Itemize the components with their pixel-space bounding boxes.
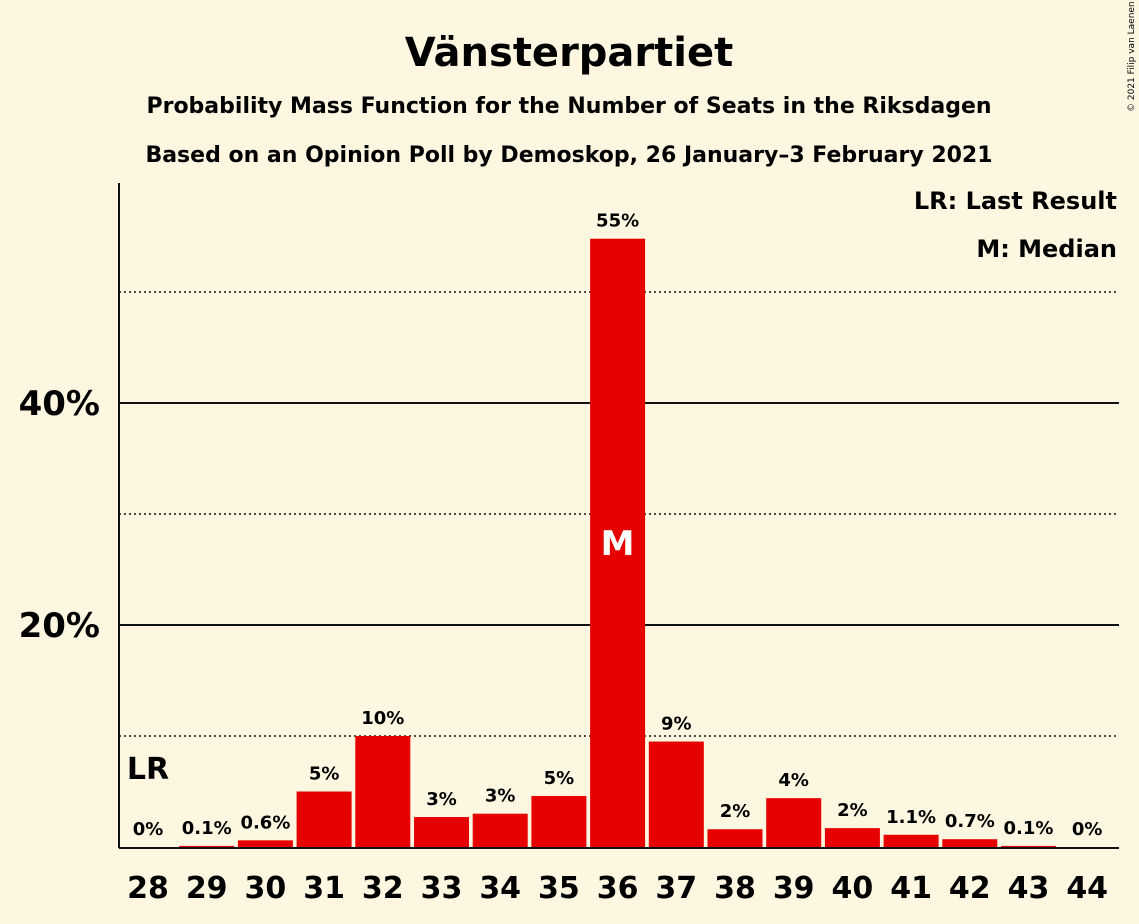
chart-title: Vänsterpartiet [405,30,733,76]
legend: LR: Last Result M: Median [914,187,1117,263]
data-label: 3% [485,786,516,807]
x-tick-label: 34 [479,871,521,906]
x-tick-label: 40 [832,871,874,906]
bar [296,791,352,847]
data-label: 55% [596,211,639,232]
data-label: 5% [309,764,340,785]
bar [355,736,411,847]
bar [883,834,939,847]
x-tick-label: 30 [245,871,287,906]
data-label: 9% [661,714,692,735]
data-label: 5% [544,768,575,789]
chart-subtitle-source: Based on an Opinion Poll by Demoskop, 26… [145,143,992,168]
x-tick-label: 36 [597,871,639,906]
data-label: 0.7% [945,811,995,832]
data-label: 0% [133,819,164,840]
x-tick-label: 37 [655,871,697,906]
data-label: 4% [778,770,809,791]
bar [707,829,763,847]
x-tick-label: 29 [186,871,228,906]
data-label: 0.6% [240,812,290,833]
bar [824,828,880,847]
y-tick-label: 20% [19,606,100,646]
data-label: 2% [837,800,868,821]
bar [590,238,646,848]
bar [414,817,469,847]
data-label: 3% [426,789,457,810]
bar [1001,845,1056,847]
x-tick-label: 41 [890,871,932,906]
x-tick-label: 33 [421,871,463,906]
bars [179,238,1056,848]
bar [237,840,293,847]
data-labels: 0% 0.1% 0.6% 5% 10% 3% 3% 5% 55% 9% 2% 4% 2% 1.1% 0.7%… [127,211,1103,840]
last-result-marker: LR [127,752,169,787]
legend-entry: LR: Last Result [914,187,1117,215]
chart-subtitle: Probability Mass Function for the Number… [146,94,991,119]
x-axis-ticks: 28 29 30 31 32 33 34 35 36 37 38 39 40 41 42 43 44 [127,871,1108,906]
x-tick-label: 35 [538,871,580,906]
data-label: 0.1% [182,818,232,839]
bar [766,798,822,847]
data-label: 1.1% [886,807,936,828]
bar [179,845,235,847]
median-marker: M [601,524,635,564]
data-label: 0.1% [1004,818,1054,839]
x-tick-label: 28 [127,871,169,906]
y-axis-ticks: 20% 40% [19,384,100,646]
x-tick-label: 38 [714,871,756,906]
bar [472,813,528,847]
y-tick-label: 40% [19,384,100,424]
x-tick-label: 31 [303,871,345,906]
bar [942,839,998,847]
data-label: 10% [361,708,404,729]
x-tick-label: 42 [949,871,991,906]
data-label: 2% [720,801,751,822]
x-tick-label: 44 [1066,871,1108,906]
x-tick-label: 43 [1008,871,1050,906]
x-tick-label: 32 [362,871,404,906]
legend-entry: M: Median [976,235,1117,263]
bar [531,795,587,847]
copyright-notice: © 2021 Filip van Laenen [1127,1,1137,112]
data-label: 0% [1072,819,1103,840]
x-tick-label: 39 [773,871,815,906]
bar [648,741,704,847]
